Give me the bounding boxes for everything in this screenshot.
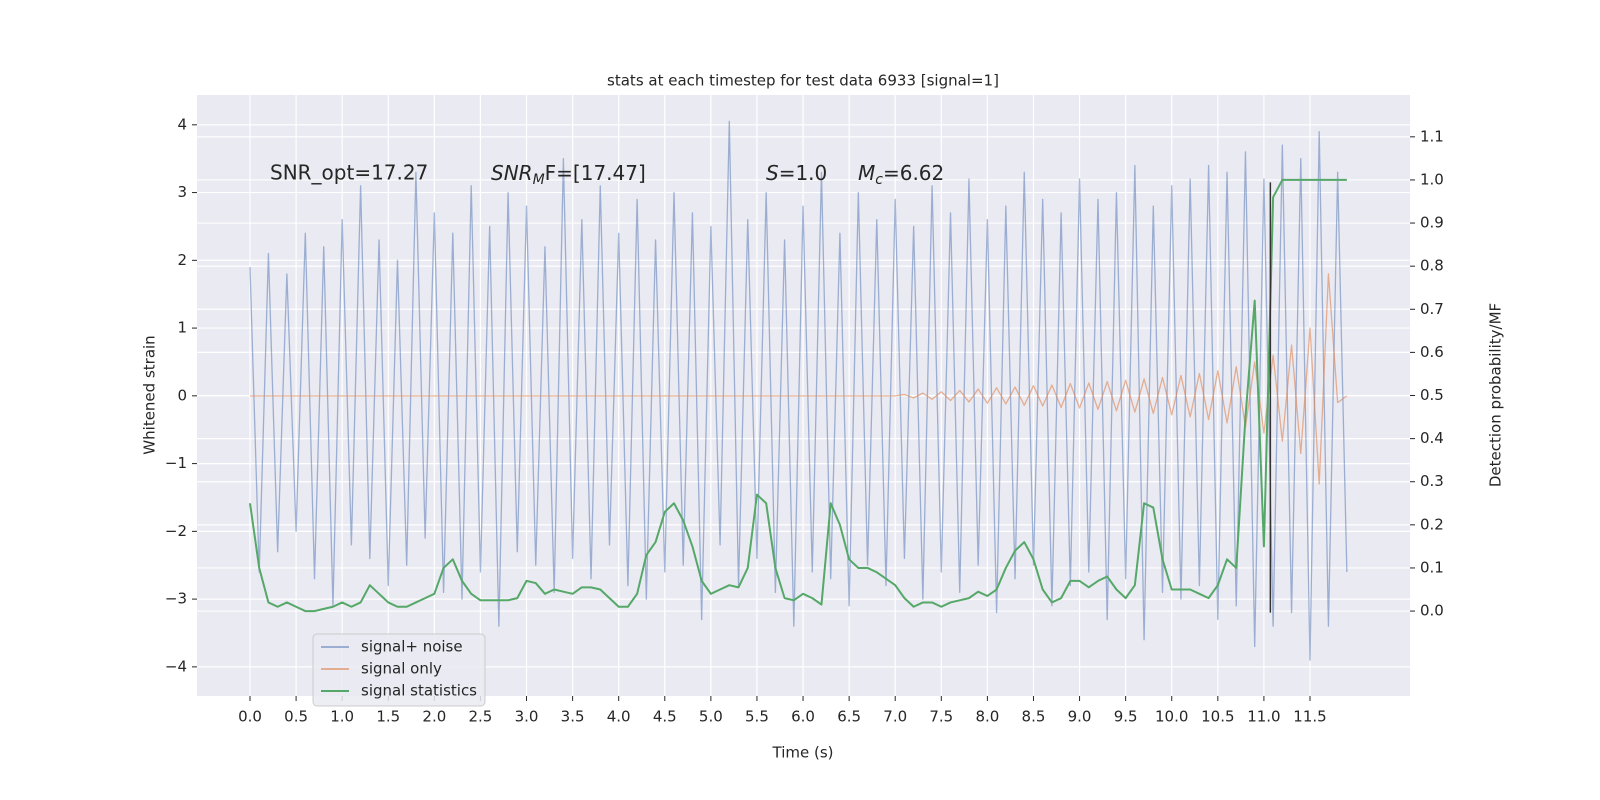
legend: signal+ noise signal only signal statistic… [312,633,486,707]
annotation: Mc=6.62 [858,161,944,189]
y2-tick-label: 1.0 [1420,170,1444,188]
x-tick-label: 11.0 [1247,708,1280,726]
x-tick-label: 6.0 [791,708,815,726]
x-tick-label: 2.0 [422,708,446,726]
y-tick-label: 2 [177,251,187,269]
y2-tick-label: 0.8 [1420,257,1444,275]
series-line [249,178,1347,613]
y2-tick-label: 0.9 [1420,214,1444,232]
x-tick-label: 6.5 [837,708,861,726]
x-axis-label: Time (s) [772,744,834,762]
annotation-tail: F=[17.47] [545,161,646,185]
y-tick-label: 3 [177,183,187,201]
series-line [250,273,1348,485]
annotation-tail: =6.62 [883,161,944,185]
y-axis-label: Whitened strain [141,335,159,454]
x-tick-label: 5.0 [699,708,723,726]
x-tick-label: 10.0 [1155,708,1188,726]
annotation: S=1.0 [766,161,827,185]
x-tick-label: 9.5 [1114,708,1138,726]
x-tick-label: 9.0 [1068,708,1092,726]
x-tick-label: 7.5 [929,708,953,726]
series-line [249,120,1348,661]
y-tick-label: −4 [165,657,187,675]
y-tick-label: 1 [177,319,187,337]
x-tick-label: 1.0 [330,708,354,726]
x-tick-label: 0.5 [284,708,308,726]
legend-label: signal statistics [361,682,477,700]
y2-tick-label: 0.0 [1420,602,1444,620]
x-tick-label: 3.0 [515,708,539,726]
x-tick-label: 4.5 [653,708,677,726]
x-tick-label: 3.5 [561,708,585,726]
y-tick-label: 4 [177,115,187,133]
x-tick-label: 2.5 [469,708,493,726]
x-tick-label: 8.5 [1022,708,1046,726]
x-tick-label: 11.5 [1293,708,1326,726]
y2-tick-label: 0.1 [1420,558,1444,576]
chart-title: stats at each timestep for test data 693… [607,72,999,90]
y2-tick-label: 0.7 [1420,300,1444,318]
y2-tick-label: 0.4 [1420,429,1444,447]
x-tick-label: 5.5 [745,708,769,726]
x-tick-label: 7.0 [883,708,907,726]
y-tick-label: −1 [165,454,187,472]
legend-label: signal+ noise [361,638,463,656]
y2-axis-label: Detection probability/MF [1487,303,1505,487]
annotation-main: SNR [491,161,533,185]
y2-tick-label: 0.3 [1420,472,1444,490]
annotation-sub: M [533,172,545,188]
annotation-sub: c [875,172,883,188]
y2-tick-label: 0.6 [1420,343,1444,361]
x-tick-label: 4.0 [607,708,631,726]
x-tick-label: 0.0 [238,708,262,726]
legend-box [312,633,486,707]
annotation-main: S [766,161,779,185]
y-tick-label: −3 [165,590,187,608]
x-tick-label: 8.0 [975,708,999,726]
y-tick-label: −2 [165,522,187,540]
y2-tick-label: 1.1 [1420,127,1444,145]
x-tick-label: 1.5 [376,708,400,726]
y2-tick-label: 0.2 [1420,515,1444,533]
annotation: SNRMF=[17.47] [491,161,646,189]
annotation: SNR_opt=17.27 [270,161,428,185]
annotation-main: M [858,161,875,185]
y-tick-label: 0 [177,386,187,404]
annotation-tail: =1.0 [779,161,828,185]
legend-label: signal only [361,660,442,678]
x-tick-label: 10.5 [1201,708,1234,726]
y2-tick-label: 0.5 [1420,386,1444,404]
